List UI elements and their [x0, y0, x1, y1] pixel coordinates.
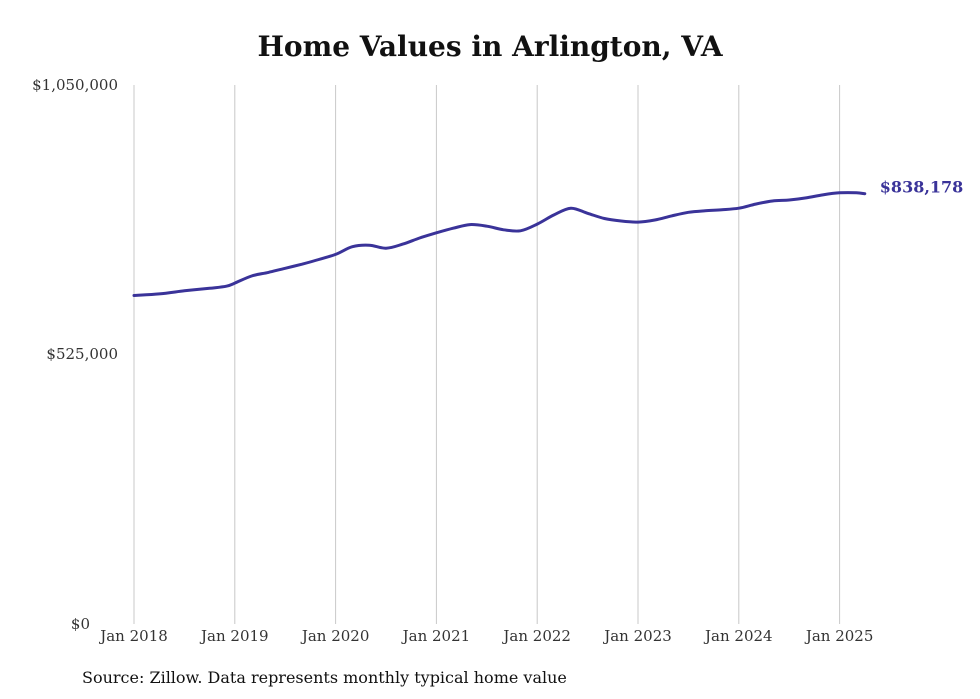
- end-value-label: $838,178: [880, 178, 964, 197]
- grid-lines: [133, 85, 841, 624]
- x-tick-label: Jan 2025: [804, 627, 874, 645]
- chart-title: Home Values in Arlington, VA: [257, 30, 723, 63]
- x-axis-ticks: Jan 2018 Jan 2019 Jan 2020 Jan 2021 Jan 2022…: [98, 627, 873, 645]
- y-tick-label: $1,050,000: [32, 76, 118, 94]
- x-tick-label: Jan 2023: [602, 627, 672, 645]
- y-axis-ticks: $1,050,000 $525,000 $0: [32, 76, 118, 633]
- y-tick-label: $0: [71, 615, 90, 633]
- x-tick-label: Jan 2019: [199, 627, 269, 645]
- source-note: Source: Zillow. Data represents monthly …: [82, 668, 567, 687]
- x-tick-label: Jan 2024: [703, 627, 773, 645]
- x-tick-label: Jan 2018: [98, 627, 168, 645]
- y-tick-label: $525,000: [46, 345, 118, 363]
- series-line: [132, 191, 867, 297]
- x-tick-label: Jan 2020: [300, 627, 370, 645]
- x-tick-label: Jan 2022: [501, 627, 571, 645]
- x-tick-label: Jan 2021: [401, 627, 471, 645]
